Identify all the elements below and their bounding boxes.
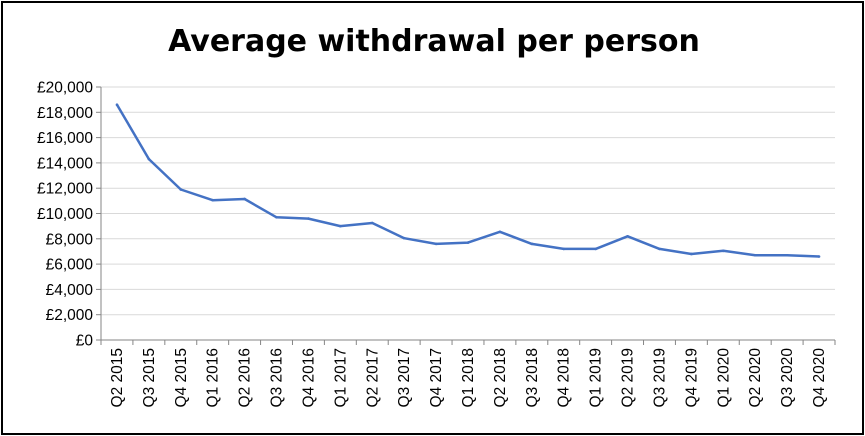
y-tick-label: £0 <box>76 333 94 350</box>
data-point <box>115 103 119 107</box>
x-tick-label: Q3 2016 <box>269 348 286 407</box>
x-tick-label: Q3 2018 <box>524 348 541 407</box>
x-tick-label: Q2 2020 <box>747 348 764 408</box>
x-tick-label: Q4 2019 <box>683 348 700 407</box>
data-point <box>179 188 183 191</box>
data-point <box>626 234 629 238</box>
x-tick-label: Q4 2020 <box>811 348 828 408</box>
y-tick-label: £14,000 <box>37 155 93 172</box>
data-point <box>498 230 502 234</box>
y-tick-label: £20,000 <box>37 80 93 97</box>
x-tick-label: Q1 2020 <box>715 348 732 408</box>
x-tick-label: Q2 2017 <box>364 348 381 407</box>
x-tick-label: Q4 2018 <box>556 348 573 407</box>
data-point <box>785 253 789 257</box>
series-line <box>115 104 820 258</box>
y-tick-label: £2,000 <box>46 307 94 324</box>
data-point <box>402 236 406 240</box>
data-point <box>753 253 757 257</box>
y-tick-label: £8,000 <box>46 231 94 248</box>
data-point <box>275 215 278 219</box>
data-point <box>434 242 438 246</box>
x-tick-label: Q1 2016 <box>205 348 222 407</box>
line-chart: Average withdrawal per person £0 £2,000 £4… <box>37 24 836 408</box>
x-tick-label: Q1 2017 <box>332 348 349 407</box>
y-tick-label: £12,000 <box>37 181 93 198</box>
y-tick-label: £10,000 <box>37 206 93 223</box>
x-tick-label: Q3 2017 <box>396 348 413 407</box>
data-point <box>690 252 693 256</box>
x-tick-label: Q1 2018 <box>460 348 477 407</box>
data-point <box>147 157 151 161</box>
x-tick-label: Q3 2019 <box>651 348 668 407</box>
y-tick-label: £6,000 <box>46 257 94 274</box>
x-tick-label: Q2 2016 <box>237 348 254 407</box>
data-point <box>243 197 246 201</box>
y-tick-label: £16,000 <box>37 130 93 147</box>
data-point <box>722 249 725 253</box>
x-tick-label: Q4 2015 <box>173 348 190 407</box>
y-axis-ticks: £0 £2,000 £4,000 £6,000 £8,000 £10,000 £12,000… <box>37 80 101 350</box>
data-point <box>339 224 342 228</box>
data-point <box>370 221 374 225</box>
chart-title: Average withdrawal per person <box>168 24 700 59</box>
data-point <box>530 242 534 246</box>
data-point <box>562 247 566 251</box>
x-tick-label: Q3 2020 <box>779 348 796 408</box>
y-tick-label: £4,000 <box>46 282 94 299</box>
x-tick-label: Q2 2015 <box>109 348 126 407</box>
data-point <box>594 247 597 251</box>
data-point <box>658 247 661 251</box>
series-layer <box>115 103 821 258</box>
data-point <box>211 198 214 202</box>
data-point <box>817 255 821 258</box>
x-tick-label: Q4 2016 <box>300 348 317 407</box>
x-tick-label: Q1 2019 <box>588 348 605 407</box>
y-tick-label: £18,000 <box>37 105 93 122</box>
x-tick-label: Q4 2017 <box>428 348 445 407</box>
data-point <box>466 241 470 244</box>
x-tick-label: Q2 2018 <box>492 348 509 407</box>
x-axis-ticks: Q2 2015 Q3 2015 Q4 2015 Q1 2016 Q2 2016 Q3 20… <box>100 340 836 408</box>
data-point <box>307 217 310 220</box>
gridlines <box>101 86 835 316</box>
x-tick-label: Q2 2019 <box>620 348 637 407</box>
x-tick-label: Q3 2015 <box>141 348 158 407</box>
